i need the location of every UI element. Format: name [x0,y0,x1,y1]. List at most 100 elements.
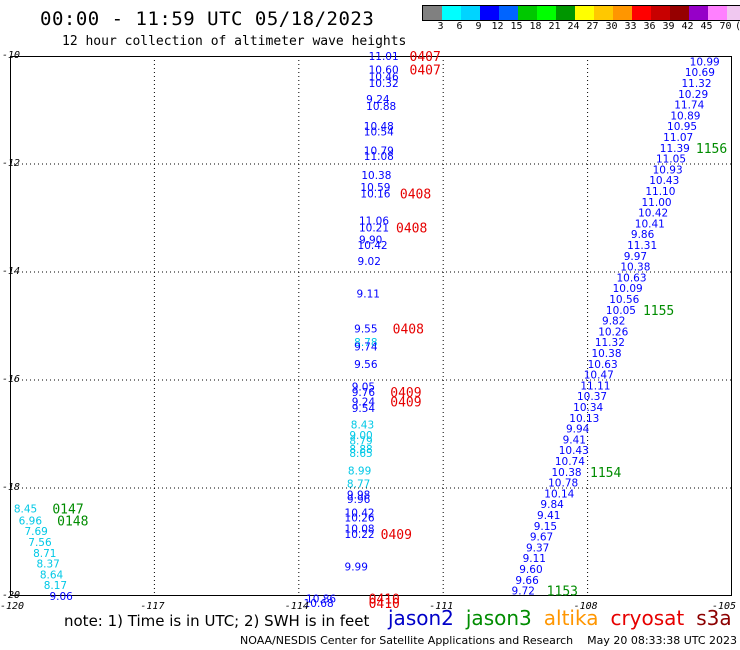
colorbar-label: 6 [456,21,463,32]
wave-height-reading: 8.88 [349,444,372,456]
colorbar-label: 21 [548,21,561,32]
colorbar-swatch [632,6,651,20]
wave-height-reading: 8.65 [349,448,372,460]
longitude-tick-label: -108 [573,601,598,612]
wave-height-reading: 11.74 [674,100,704,112]
colorbar-label: 39 [662,21,675,32]
wave-height-reading: 9.82 [602,316,625,328]
latitude-tick-label: -12 [2,158,21,169]
wave-height-reading: 10.42 [345,507,375,519]
wave-height-reading: 10.69 [685,67,715,79]
longitude-tick-label: -105 [712,601,737,612]
colorbar-label: 30 [605,21,618,32]
wave-height-reading: 9.67 [530,532,553,544]
legend-altika: altika [543,606,599,630]
wave-height-reading: 9.15 [534,521,557,533]
wave-height-reading: 11.10 [645,186,675,198]
wave-height-reading: 8.77 [347,479,370,491]
wave-height-reading: 9.94 [566,424,590,436]
colorbar-label: 33 [624,21,637,32]
legend-s3a: s3a [696,606,732,630]
wave-height-reading: 10.48 [364,121,394,133]
wave-height-reading: 10.89 [670,110,700,122]
wave-height-reading: 10.41 [635,218,665,230]
satellite-legend: jason2 jason3 altika cryosat s3a [388,606,740,630]
wave-height-reading: 9.00 [349,430,372,442]
wave-height-reading: 10.78 [548,478,578,490]
colorbar-label: 27 [586,21,599,32]
pass-time-label: 1154 [590,466,621,481]
wave-height-reading: 10.43 [649,175,679,187]
wave-height-reading: 10.86 [306,594,336,606]
colorbar-swatch [651,6,670,20]
wave-height-reading: 10.42 [358,240,388,252]
wave-height-reading: 9.84 [540,499,564,511]
wave-height-reading: 10.38 [620,262,650,274]
wave-height-reading: 10.59 [360,182,390,194]
wave-height-reading: 9.98 [347,489,370,501]
wave-height-reading: 10.05 [606,305,636,317]
pass-time-label: 0410 [369,597,400,612]
wave-height-reading: 10.08 [345,524,375,536]
colorbar-swatch [594,6,613,20]
wave-height-reading: 9.76 [352,387,376,399]
latitude-tick-label: -18 [2,482,21,493]
wave-height-reading: 10.21 [359,223,389,235]
wave-height-reading: 8.43 [351,419,374,431]
wave-height-reading: 9.90 [359,235,382,247]
wave-height-reading: 11.08 [364,151,394,163]
wave-height-reading: 10.93 [653,164,683,176]
wave-height-reading: 6.96 [19,515,43,527]
wave-height-reading: 9.41 [563,434,586,446]
wave-height-reading: 10.68 [304,598,334,610]
pass-time-label: 0407 [410,50,441,65]
wave-height-reading: 10.60 [369,65,399,77]
pass-time-label: 0147 [52,503,83,518]
wave-height-reading: 10.26 [345,513,375,525]
colorbar-swatch [461,6,480,20]
wave-height-reading: 7.56 [28,537,52,549]
wave-height-reading: 9.99 [345,561,368,573]
wave-height-reading: 10.13 [569,413,599,425]
wave-height-reading: 9.55 [354,324,377,336]
wave-height-reading: 10.63 [588,359,618,371]
pass-time-label: 0409 [390,386,421,401]
colorbar-label: 3 [437,21,444,32]
colorbar-swatch [423,6,442,20]
wave-height-reading: 10.99 [690,56,720,68]
wave-height-reading: 8.45 [14,504,37,516]
plot-note: note: 1) Time is in UTC; 2) SWH is in fe… [64,612,370,630]
latitude-tick-label: -10 [2,50,21,61]
pass-time-label: 0410 [369,593,400,608]
wave-height-reading: 8.79 [349,435,372,447]
colorbar-swatch [708,6,727,20]
wave-height-reading: 10.38 [361,170,391,182]
wave-height-reading: 10.95 [667,121,697,133]
wave-height-reading: 9.97 [624,251,647,263]
wave-height-reading: 9.74 [354,342,378,354]
wave-height-reading: 10.29 [678,89,708,101]
pass-time-label: 0409 [390,396,421,411]
wave-height-reading: 9.24 [352,397,376,409]
wave-height-reading: 9.41 [537,510,560,522]
wave-height-reading: 10.88 [366,101,396,113]
colorbar-swatch [442,6,461,20]
colorbar-swatch [613,6,632,20]
wave-height-reading: 8.71 [33,548,56,560]
wave-height-reading: 10.38 [552,467,582,479]
pass-time-label: 0407 [410,64,441,79]
wave-height-reading: 10.38 [591,348,621,360]
pass-time-label: 0408 [393,323,424,338]
wave-height-reading: 10.14 [544,488,574,500]
wave-height-reading: 11.32 [595,337,625,349]
wave-height-reading: 9.56 [354,359,378,371]
latitude-tick-label: -14 [2,266,21,277]
colorbar-swatch [689,6,708,20]
longitude-tick-label: -117 [140,601,165,612]
wave-height-reading: 10.42 [638,208,668,220]
wave-height-reading: 10.47 [584,370,614,382]
wave-height-reading: 9.06 [49,591,73,603]
colorbar-label: 18 [529,21,542,32]
wave-height-reading: 9.11 [523,553,546,565]
